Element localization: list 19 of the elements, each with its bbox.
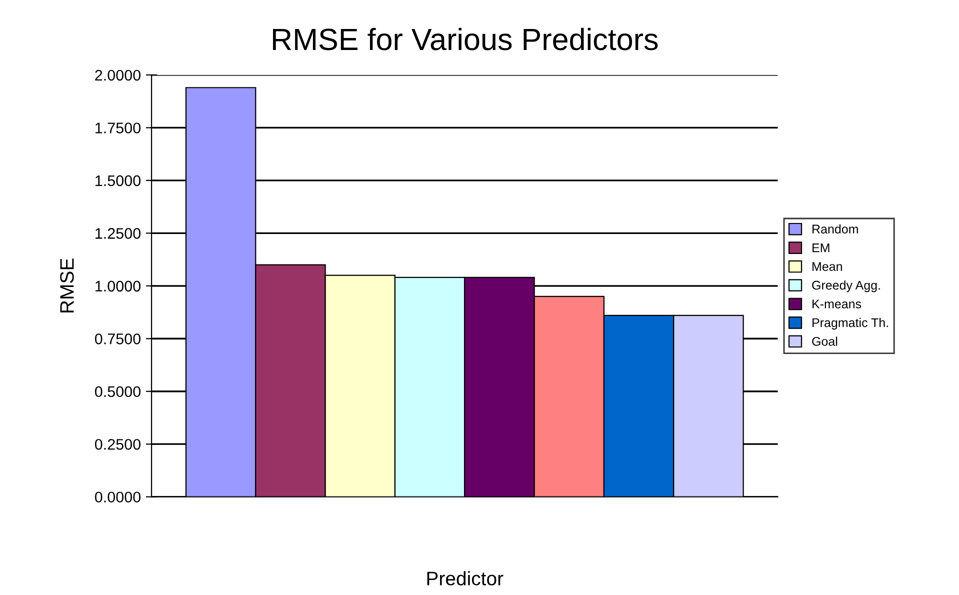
y-tick-label: 1.0000 xyxy=(96,280,141,292)
y-tick-label: 0.5000 xyxy=(94,386,141,398)
y-tick-label: 1.5000 xyxy=(96,175,141,186)
legend-label: K-means xyxy=(812,300,862,308)
x-axis-title: Predictor xyxy=(427,571,504,586)
y-tick-label: 1.7500 xyxy=(96,122,141,134)
chart-title: RMSE for Various Predictors xyxy=(273,28,658,50)
legend-label: Goal xyxy=(812,336,838,346)
y-tick-label: 0.2500 xyxy=(94,438,141,450)
y-tick-label: 1.2500 xyxy=(96,228,141,239)
y-axis-title: RMSE xyxy=(60,258,74,312)
legend-label: EM xyxy=(812,244,830,252)
legend-label: Random xyxy=(812,224,858,234)
y-tick-label: 0.7500 xyxy=(94,333,141,344)
legend-label: Greedy Agg. xyxy=(812,280,880,292)
legend-label: Pragmatic Th. xyxy=(812,318,888,330)
y-tick-label: 0.0000 xyxy=(94,492,141,503)
legend-label: Mean xyxy=(812,262,842,271)
y-tick-label: 2.0000 xyxy=(95,70,141,81)
